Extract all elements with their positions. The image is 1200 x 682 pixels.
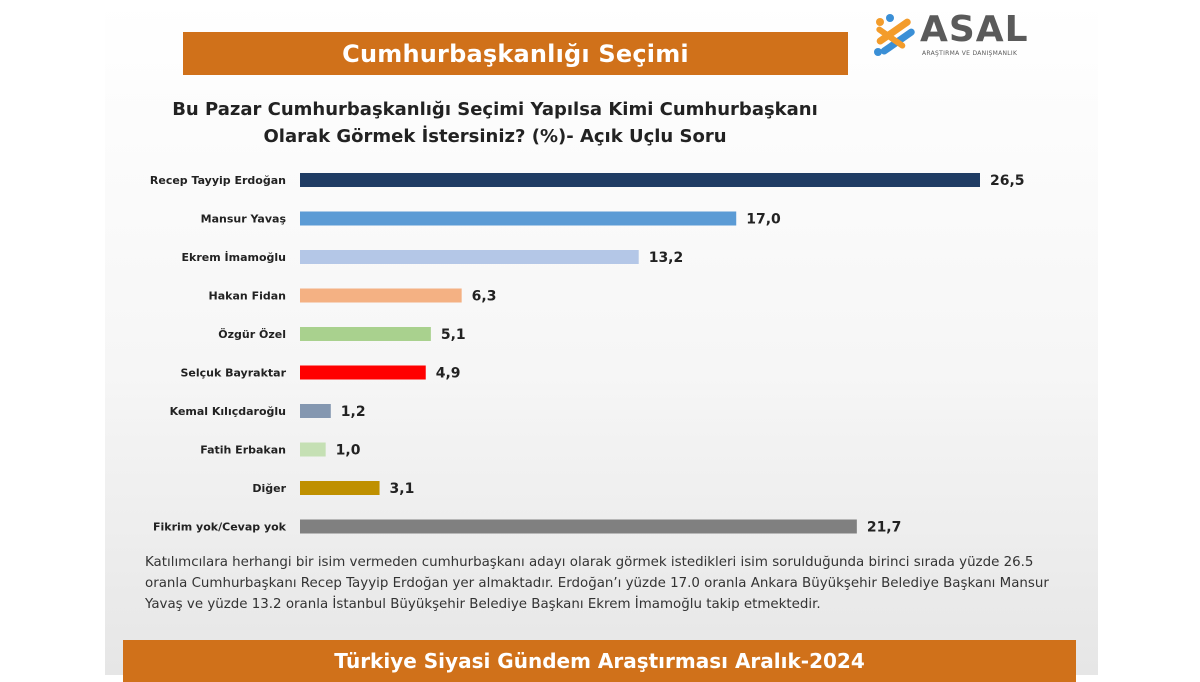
category-label: Fikrim yok/Cevap yok	[153, 521, 287, 534]
value-label: 21,7	[867, 520, 902, 536]
chart-title-line1: Bu Pazar Cumhurbaşkanlığı Seçimi Yapılsa…	[172, 99, 818, 120]
chart-note: Katılımcılara herhangi bir isim vermeden…	[145, 555, 1049, 612]
bar	[300, 211, 737, 226]
category-label: Özgür Özel	[218, 327, 286, 341]
value-label: 13,2	[649, 250, 684, 266]
header-title: Cumhurbaşkanlığı Seçimi	[342, 39, 689, 68]
value-label: 5,1	[441, 327, 466, 343]
header-banner: Cumhurbaşkanlığı Seçimi	[183, 32, 848, 75]
bar	[300, 365, 426, 380]
chart-title-line2: Olarak Görmek İstersiniz? (%)- Açık Uçlu…	[263, 126, 727, 147]
bar	[300, 442, 326, 457]
chart-title: Bu Pazar Cumhurbaşkanlığı Seçimi Yapılsa…	[170, 96, 820, 150]
bar	[300, 250, 639, 264]
asal-logo-mark-icon	[874, 14, 915, 56]
slide-background	[105, 0, 1098, 675]
category-label: Recep Tayyip Erdoğan	[150, 174, 286, 187]
bar	[300, 327, 431, 341]
bar	[300, 519, 857, 534]
value-label: 26,5	[990, 173, 1025, 189]
category-label: Mansur Yavaş	[201, 213, 287, 226]
bar	[300, 404, 331, 418]
category-label: Diğer	[252, 482, 286, 495]
value-label: 1,2	[341, 404, 366, 420]
asal-logo: ASAL ARAŞTIRMA VE DANIŞMANLIK	[870, 8, 1070, 63]
logo-subtitle: ARAŞTIRMA VE DANIŞMANLIK	[922, 50, 1018, 57]
value-label: 4,9	[436, 366, 461, 382]
value-label: 17,0	[746, 212, 781, 228]
footer-banner: Türkiye Siyasi Gündem Araştırması Aralık…	[123, 640, 1076, 682]
bar	[300, 173, 980, 187]
value-label: 3,1	[390, 481, 415, 497]
value-label: 1,0	[336, 443, 361, 459]
category-label: Hakan Fidan	[209, 290, 286, 303]
category-label: Selçuk Bayraktar	[180, 367, 286, 380]
category-label: Ekrem İmamoğlu	[182, 250, 286, 264]
bar	[300, 288, 462, 303]
bar	[300, 481, 380, 495]
value-label: 6,3	[472, 289, 497, 305]
category-label: Kemal Kılıçdaroğlu	[170, 405, 286, 418]
category-label: Fatih Erbakan	[200, 444, 286, 457]
logo-wordmark: ASAL	[920, 9, 1029, 50]
footer-title: Türkiye Siyasi Gündem Araştırması Aralık…	[334, 649, 865, 673]
